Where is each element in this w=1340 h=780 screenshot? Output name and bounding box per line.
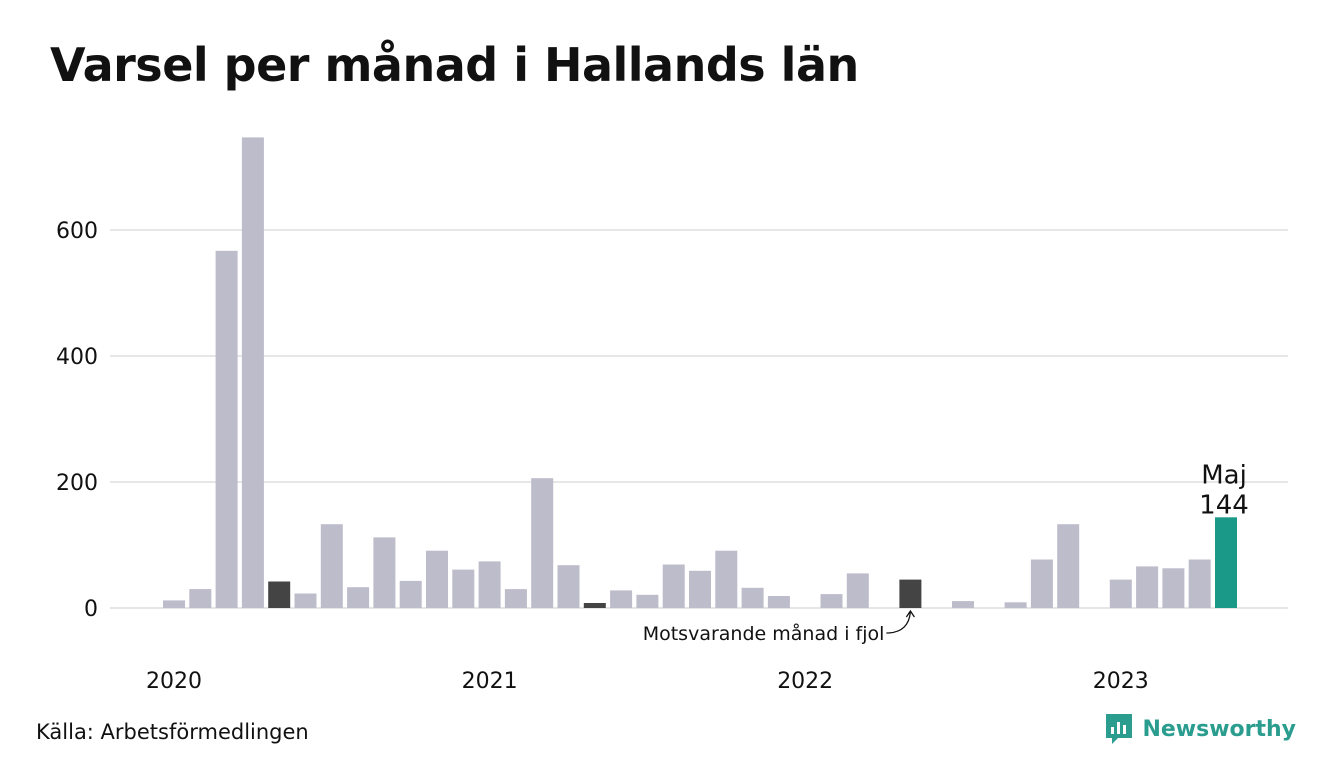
bar-2021-08: [662, 564, 685, 608]
x-year-label: 2020: [146, 669, 202, 694]
bars: [163, 137, 1237, 609]
bar-chart: 0 200 400 600 2020 2021 2022 2023 Motsvarande …: [56, 137, 1288, 694]
bar-2020-04: [241, 137, 264, 608]
bar-2021-03: [531, 478, 554, 608]
bar-2020-08: [347, 587, 370, 608]
annotation-arrow: [886, 609, 915, 634]
bar-2022-02: [820, 594, 843, 608]
bar-2021-04: [557, 565, 580, 608]
gridlines: [110, 229, 1288, 609]
bar-2023-04: [1188, 559, 1211, 608]
bar-2023-02: [1136, 566, 1159, 608]
bar-2021-09: [689, 570, 711, 608]
bar-2022-05: [899, 579, 922, 608]
annotations: Motsvarande månad i fjol Maj 144: [643, 460, 1249, 645]
newsworthy-logo-icon: [1106, 714, 1133, 744]
bar-2020-06: [294, 593, 317, 608]
bar-2020-03: [215, 250, 238, 609]
bar-2020-11: [426, 550, 448, 608]
bar-2023-05: [1215, 517, 1237, 608]
brand-name: Newsworthy: [1142, 716, 1296, 742]
comparison-annotation: Motsvarande månad i fjol: [643, 622, 885, 645]
highlight-month-label: Maj: [1201, 460, 1247, 490]
bar-2021-01: [478, 561, 501, 608]
bar-2021-06: [610, 590, 633, 608]
source-note: Källa: Arbetsförmedlingen: [36, 720, 309, 744]
x-year-label: 2022: [777, 669, 833, 694]
y-tick-label: 200: [56, 471, 98, 496]
bar-2022-03: [846, 573, 869, 608]
bar-2021-11: [741, 587, 764, 608]
x-year-label: 2021: [462, 669, 518, 694]
chart-title: Varsel per månad i Hallands län: [50, 38, 859, 92]
bar-2020-02: [189, 589, 212, 608]
bar-2023-03: [1162, 568, 1185, 608]
bar-2021-07: [636, 594, 659, 608]
bar-2020-12: [452, 569, 475, 608]
bar-2022-07: [952, 601, 974, 608]
bar-2022-11: [1057, 524, 1080, 608]
bar-2020-09: [373, 537, 396, 608]
bar-2020-07: [320, 524, 343, 608]
y-tick-label: 0: [84, 597, 98, 622]
y-tick-label: 400: [56, 345, 98, 370]
x-axis-years: 2020 2021 2022 2023: [146, 669, 1149, 694]
bar-2020-01: [163, 600, 185, 608]
bar-2021-02: [504, 589, 527, 608]
bar-2022-10: [1030, 559, 1053, 608]
x-year-label: 2023: [1093, 669, 1149, 694]
bar-2020-05: [268, 581, 291, 608]
bar-2021-05: [583, 603, 606, 608]
y-axis-ticks: 0 200 400 600: [56, 219, 98, 622]
bar-2021-12: [767, 596, 790, 608]
y-tick-label: 600: [56, 219, 98, 244]
bar-2021-10: [715, 550, 738, 608]
highlight-value-label: 144: [1199, 490, 1249, 520]
bar-2022-09: [1004, 602, 1027, 608]
brand-logo: Newsworthy: [1104, 712, 1296, 746]
bar-2023-01: [1109, 579, 1132, 608]
bar-2020-10: [399, 580, 422, 608]
